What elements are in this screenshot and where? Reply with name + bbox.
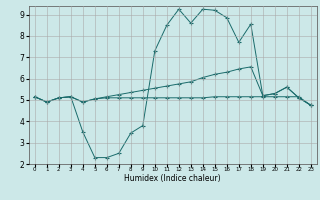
- X-axis label: Humidex (Indice chaleur): Humidex (Indice chaleur): [124, 174, 221, 183]
